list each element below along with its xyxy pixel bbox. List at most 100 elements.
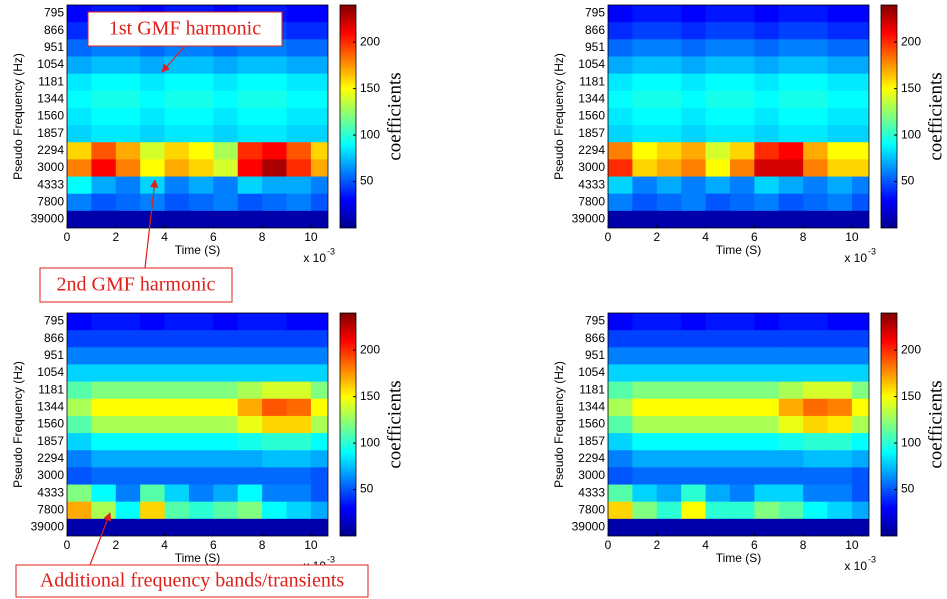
heatmap-cell [115,142,141,160]
heatmap-cell [656,125,682,143]
heatmap-cell [827,330,853,348]
heatmap-cell [310,501,328,520]
annotation: Additional frequency bands/transients [40,570,345,592]
heatmap-cell [213,381,239,400]
heatmap-cell [67,5,92,23]
heatmap-cell [91,73,117,92]
heatmap-cell [310,73,328,92]
heatmap-cell [140,450,166,468]
heatmap-cell [803,381,829,400]
heatmap-cell [803,501,829,520]
heatmap-cell [140,381,166,400]
heatmap-cell [188,73,214,92]
heatmap-cell [803,330,829,348]
heatmap-cell [286,5,312,23]
heatmap-cell [705,5,731,23]
x-tick-label: 0 [64,538,71,552]
x-axis-label: Time (S) [175,243,221,257]
heatmap-cell [164,467,190,486]
heatmap-cell [91,484,117,503]
x-tick-label: 10 [304,230,318,244]
y-tick-label: 2294 [37,143,64,157]
heatmap-cell [803,5,829,23]
heatmap-cell [632,467,658,486]
annotations: 1st GMF harmonic 2nd GMF harmonic Additi… [15,11,369,598]
heatmap-cell [608,107,633,126]
colorbar-tick-label: 200 [901,34,921,48]
heatmap-cell [705,433,731,451]
heatmap-cell [754,518,780,536]
heatmap-cell [115,73,141,92]
heatmap-cell [286,381,312,400]
heatmap-cell [729,5,755,23]
heatmap-cell [803,142,829,160]
heatmap-cell [608,364,633,383]
heatmap-cell [115,467,141,486]
heatmap-cell [803,450,829,468]
heatmap-cell [608,56,633,75]
heatmap-cell [754,210,780,228]
colorbar-tick-label: 150 [360,81,380,95]
heatmap-cell [115,484,141,503]
y-axis-label: Pseudo Frequency (Hz) [11,361,25,488]
heatmap-cell [67,73,92,92]
heatmap-cell [140,467,166,486]
x-tick-label: 0 [605,230,612,244]
heatmap-cell [778,467,804,486]
heatmap-cell [213,176,239,195]
heatmap-cell [851,210,869,228]
heatmap-cell [851,313,869,331]
heatmap-cell [608,210,633,228]
heatmap-cell [754,176,780,195]
heatmap-cell [91,330,117,348]
heatmap-cell [188,330,214,348]
heatmap-cell [164,518,190,536]
heatmap-cell [754,90,780,109]
x-tick-label: 10 [845,538,859,552]
heatmap-cell [656,90,682,109]
heatmap-cell [656,39,682,57]
heatmap-cell [681,73,707,92]
heatmap-cell [140,176,166,195]
heatmap-cell [608,381,633,400]
heatmap-cell [67,142,92,160]
heatmap-cell [91,142,117,160]
heatmap-cell [140,501,166,520]
heatmap-cell [140,330,166,348]
heatmap-cell [286,518,312,536]
heatmap-cell [91,210,117,228]
heatmap-cell [705,193,731,212]
heatmap-cell [310,39,328,57]
heatmap-cell [827,467,853,486]
y-tick-label: 1857 [37,126,64,140]
heatmap-cell [91,415,117,434]
y-tick-label: 1181 [38,74,64,88]
heatmap-cell [67,450,92,468]
heatmap-cell [286,142,312,160]
heatmap-cell [91,107,117,126]
heatmap-cell [91,176,117,195]
heatmap-cell [778,90,804,109]
colorbar-tick-label: 100 [901,127,921,141]
heatmap-cell [754,484,780,503]
y-tick-label: 4333 [37,177,64,191]
heatmap-cell [632,39,658,57]
heatmap-cell [729,364,755,383]
y-tick-label: 866 [44,331,64,345]
y-tick-label: 795 [585,314,605,328]
heatmap-cell [681,330,707,348]
heatmap-cell [778,450,804,468]
colorbar [339,312,357,537]
heatmap-cell [632,90,658,109]
heatmap-cell [827,22,853,40]
heatmap-cell [827,159,853,178]
heatmap-cell [803,107,829,126]
heatmap-cell [803,159,829,178]
heatmap-cell [262,518,288,536]
colorbar-label: coefficients [925,380,946,468]
heatmap-cell [608,450,633,468]
heatmap-cell [778,501,804,520]
heatmap-cell [164,142,190,160]
heatmap-cell [729,347,755,365]
heatmap-cell [778,484,804,503]
